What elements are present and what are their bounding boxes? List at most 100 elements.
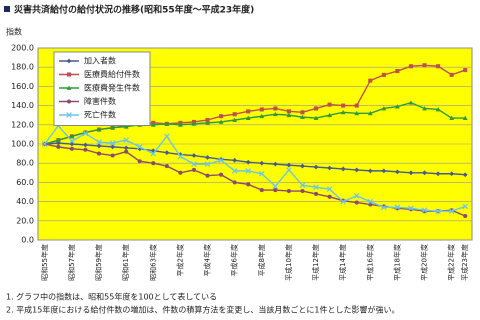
marker xyxy=(83,142,88,148)
marker xyxy=(232,157,238,163)
marker xyxy=(258,170,265,177)
marker xyxy=(273,106,278,111)
y-tick-label: 160.0 xyxy=(11,82,34,91)
marker xyxy=(354,103,359,108)
marker xyxy=(204,161,211,167)
marker xyxy=(246,109,251,114)
note: 2. 平成15年度における給付件数の増加は、件数の積算方法を変更し、当該月数ごと… xyxy=(6,305,399,315)
x-tick-label: 平成18年度 xyxy=(392,244,401,281)
marker xyxy=(191,161,197,167)
marker xyxy=(123,124,129,129)
marker xyxy=(205,155,210,160)
marker xyxy=(300,189,305,194)
marker xyxy=(408,205,414,212)
y-tick-label: 80.0 xyxy=(16,159,34,168)
marker xyxy=(435,171,441,177)
marker xyxy=(354,110,360,116)
marker xyxy=(422,170,427,176)
marker xyxy=(462,115,468,120)
y-tick-label: 40.0 xyxy=(16,197,34,206)
marker xyxy=(381,204,387,211)
y-tick-label: 200.0 xyxy=(11,44,34,53)
marker xyxy=(367,198,374,205)
marker xyxy=(367,168,373,174)
marker xyxy=(395,169,400,175)
legend-label: 医療費発生件数 xyxy=(84,83,140,93)
marker xyxy=(435,208,441,215)
x-tick-label: 昭和57年度 xyxy=(67,244,76,281)
marker xyxy=(327,102,332,107)
marker xyxy=(137,159,142,164)
marker xyxy=(327,194,332,199)
marker xyxy=(177,153,184,160)
marker xyxy=(395,104,400,109)
marker xyxy=(150,122,156,127)
marker xyxy=(232,112,237,117)
marker xyxy=(286,167,292,173)
marker xyxy=(96,143,102,149)
marker xyxy=(218,157,224,164)
marker xyxy=(300,163,305,169)
x-tick-label: 平成4年度 xyxy=(203,244,212,276)
legend-label: 障害件数 xyxy=(84,96,116,106)
marker xyxy=(164,121,170,126)
series-line xyxy=(44,142,466,176)
marker xyxy=(96,151,102,156)
marker xyxy=(232,180,237,185)
x-tick-label: 昭和61年度 xyxy=(121,244,130,281)
marker xyxy=(191,167,197,172)
series-line xyxy=(44,124,466,212)
marker xyxy=(463,68,468,73)
marker xyxy=(327,112,332,118)
marker xyxy=(231,168,238,174)
y-tick-label: 180.0 xyxy=(11,63,34,72)
marker xyxy=(272,161,278,167)
marker xyxy=(191,121,197,126)
marker xyxy=(462,172,468,178)
marker xyxy=(408,64,414,69)
marker xyxy=(259,188,264,193)
marker xyxy=(150,150,157,157)
marker xyxy=(41,141,48,147)
y-tick-label: 60.0 xyxy=(16,178,34,187)
marker xyxy=(300,114,305,120)
marker xyxy=(56,144,61,149)
marker xyxy=(66,58,72,64)
marker xyxy=(300,110,305,115)
marker xyxy=(178,122,183,127)
marker xyxy=(421,207,428,214)
marker xyxy=(313,115,319,120)
y-tick-label: 0.0 xyxy=(21,236,34,245)
marker xyxy=(449,72,454,77)
marker xyxy=(353,193,360,199)
marker xyxy=(272,183,279,190)
marker xyxy=(286,112,292,118)
marker xyxy=(66,99,72,104)
marker xyxy=(286,162,292,168)
marker xyxy=(422,106,427,111)
marker xyxy=(96,139,102,145)
marker xyxy=(164,150,170,156)
marker xyxy=(151,161,156,166)
marker xyxy=(286,189,291,194)
marker xyxy=(354,200,359,205)
y-tick-label: 140.0 xyxy=(11,101,34,110)
marker xyxy=(109,140,116,146)
marker xyxy=(96,127,102,132)
marker xyxy=(436,64,441,69)
x-tick-label: 平成14年度 xyxy=(338,244,347,281)
marker xyxy=(422,63,427,68)
legend-label: 医療費給付件数 xyxy=(84,69,140,79)
marker xyxy=(205,120,210,125)
marker xyxy=(313,106,319,111)
marker xyxy=(272,111,278,117)
chart-title: 災害共済給付の給付状況の推移(昭和55年度～平成23年度) xyxy=(13,4,254,16)
marker xyxy=(123,137,129,143)
y-axis-label: 指数 xyxy=(6,27,22,37)
marker xyxy=(246,182,251,187)
legend-label: 加入者数 xyxy=(84,56,116,66)
marker xyxy=(82,130,89,137)
marker xyxy=(164,133,170,140)
marker xyxy=(313,164,319,170)
